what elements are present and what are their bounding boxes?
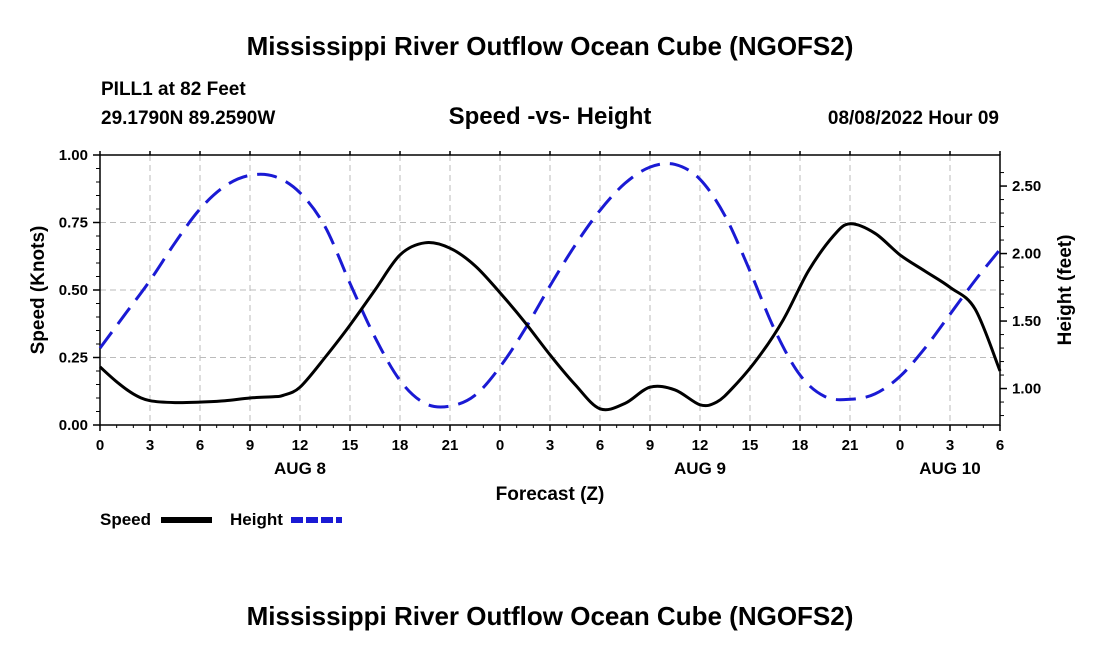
y2-tick-label: 1.00 bbox=[1012, 381, 1041, 398]
x-date-label: AUG 10 bbox=[919, 459, 980, 478]
x-tick-label: 3 bbox=[146, 437, 154, 454]
page-title: Mississippi River Outflow Ocean Cube (NG… bbox=[247, 31, 854, 61]
x-tick-label: 15 bbox=[342, 437, 359, 454]
x-tick-label: 9 bbox=[646, 437, 654, 454]
x-tick-label: 12 bbox=[692, 437, 709, 454]
series-line-speed bbox=[98, 222, 1002, 412]
y2-axis-title: Height (feet) bbox=[1055, 235, 1076, 346]
series-line-height bbox=[98, 162, 1002, 409]
y2-tick-label: 1.50 bbox=[1012, 313, 1041, 330]
y-axis-title: Speed (Knots) bbox=[28, 226, 49, 355]
x-date-label: AUG 8 bbox=[274, 459, 326, 478]
x-tick-label: 12 bbox=[292, 437, 309, 454]
x-tick-label: 18 bbox=[792, 437, 809, 454]
x-tick-label: 9 bbox=[246, 437, 254, 454]
x-tick-label: 21 bbox=[842, 437, 859, 454]
y-tick-label: 0.75 bbox=[59, 215, 88, 232]
footer-title: Mississippi River Outflow Ocean Cube (NG… bbox=[247, 601, 854, 631]
forecast-timestamp: 08/08/2022 Hour 09 bbox=[828, 108, 999, 129]
y-axis-left: 0.00 0.25 0.50 0.75 1.00 bbox=[59, 147, 100, 434]
y2-tick-label: 2.50 bbox=[1012, 178, 1041, 195]
legend-label-height: Height bbox=[230, 510, 283, 529]
y-tick-label: 0.00 bbox=[59, 417, 88, 434]
x-tick-label: 15 bbox=[742, 437, 759, 454]
x-axis: 0 3 6 9 12 15 18 21 0 3 6 9 12 15 18 21 0 3 6 AUG 8 AUG 9 AUG… bbox=[96, 151, 1004, 478]
x-tick-label: 18 bbox=[392, 437, 409, 454]
y-axis-right: 1.00 1.50 2.00 2.50 bbox=[1000, 172, 1041, 417]
grid bbox=[100, 154, 1000, 425]
station-coords: 29.1790N 89.2590W bbox=[101, 108, 275, 129]
y-tick-label: 1.00 bbox=[59, 147, 88, 164]
x-tick-label: 0 bbox=[96, 437, 104, 454]
x-date-label: AUG 9 bbox=[674, 459, 726, 478]
x-tick-label: 21 bbox=[442, 437, 459, 454]
y-tick-label: 0.50 bbox=[59, 282, 88, 299]
y2-tick-label: 2.00 bbox=[1012, 246, 1041, 263]
station-label: PILL1 at 82 Feet bbox=[101, 79, 246, 100]
y-tick-label: 0.25 bbox=[59, 350, 88, 367]
x-axis-title: Forecast (Z) bbox=[496, 484, 605, 505]
x-tick-label: 6 bbox=[596, 437, 604, 454]
legend-label-speed: Speed bbox=[100, 510, 151, 529]
x-tick-label: 0 bbox=[496, 437, 504, 454]
x-tick-label: 3 bbox=[546, 437, 554, 454]
x-tick-label: 6 bbox=[996, 437, 1004, 454]
chart-title: Speed -vs- Height bbox=[449, 103, 652, 130]
legend: Speed Height bbox=[100, 510, 342, 529]
x-tick-label: 6 bbox=[196, 437, 204, 454]
x-tick-label: 0 bbox=[896, 437, 904, 454]
x-tick-label: 3 bbox=[946, 437, 954, 454]
